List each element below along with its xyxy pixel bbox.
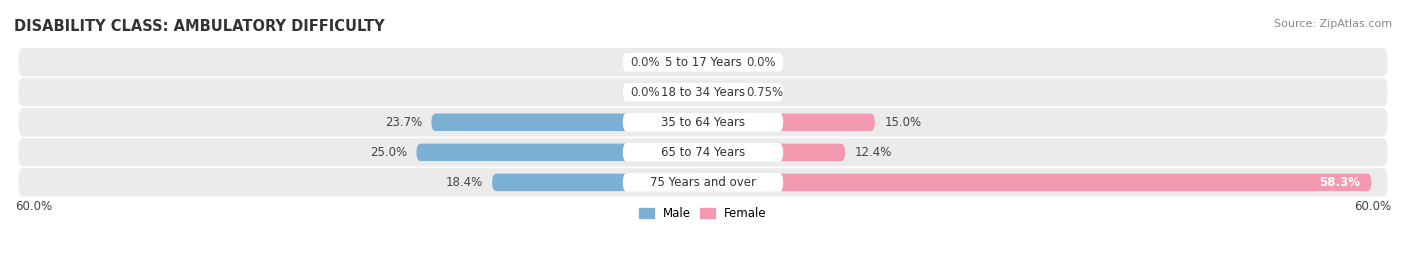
Text: 0.0%: 0.0% [747,56,776,69]
Text: 12.4%: 12.4% [855,146,891,159]
Text: Source: ZipAtlas.com: Source: ZipAtlas.com [1274,19,1392,29]
FancyBboxPatch shape [432,114,703,131]
Text: 75 Years and over: 75 Years and over [650,176,756,189]
FancyBboxPatch shape [623,173,783,192]
FancyBboxPatch shape [703,84,737,101]
FancyBboxPatch shape [18,168,1388,196]
FancyBboxPatch shape [18,48,1388,76]
FancyBboxPatch shape [703,54,737,71]
FancyBboxPatch shape [703,114,875,131]
FancyBboxPatch shape [18,108,1388,136]
FancyBboxPatch shape [669,84,703,101]
Text: 23.7%: 23.7% [385,116,422,129]
Text: 60.0%: 60.0% [1354,200,1391,213]
FancyBboxPatch shape [703,144,845,161]
FancyBboxPatch shape [18,138,1388,166]
Text: 5 to 17 Years: 5 to 17 Years [665,56,741,69]
Text: 65 to 74 Years: 65 to 74 Years [661,146,745,159]
FancyBboxPatch shape [623,53,783,72]
Text: 35 to 64 Years: 35 to 64 Years [661,116,745,129]
Text: 58.3%: 58.3% [1319,176,1360,189]
Text: 0.0%: 0.0% [630,86,659,99]
Text: DISABILITY CLASS: AMBULATORY DIFFICULTY: DISABILITY CLASS: AMBULATORY DIFFICULTY [14,19,385,34]
Text: 0.0%: 0.0% [630,56,659,69]
Text: 25.0%: 25.0% [370,146,408,159]
Text: 18.4%: 18.4% [446,176,482,189]
Text: 18 to 34 Years: 18 to 34 Years [661,86,745,99]
Text: 15.0%: 15.0% [884,116,921,129]
FancyBboxPatch shape [416,144,703,161]
FancyBboxPatch shape [623,83,783,102]
Text: 60.0%: 60.0% [15,200,52,213]
FancyBboxPatch shape [623,143,783,162]
FancyBboxPatch shape [669,54,703,71]
FancyBboxPatch shape [703,174,1371,191]
FancyBboxPatch shape [623,113,783,132]
FancyBboxPatch shape [18,78,1388,106]
Text: 0.75%: 0.75% [747,86,783,99]
FancyBboxPatch shape [492,174,703,191]
Legend: Male, Female: Male, Female [634,202,772,225]
